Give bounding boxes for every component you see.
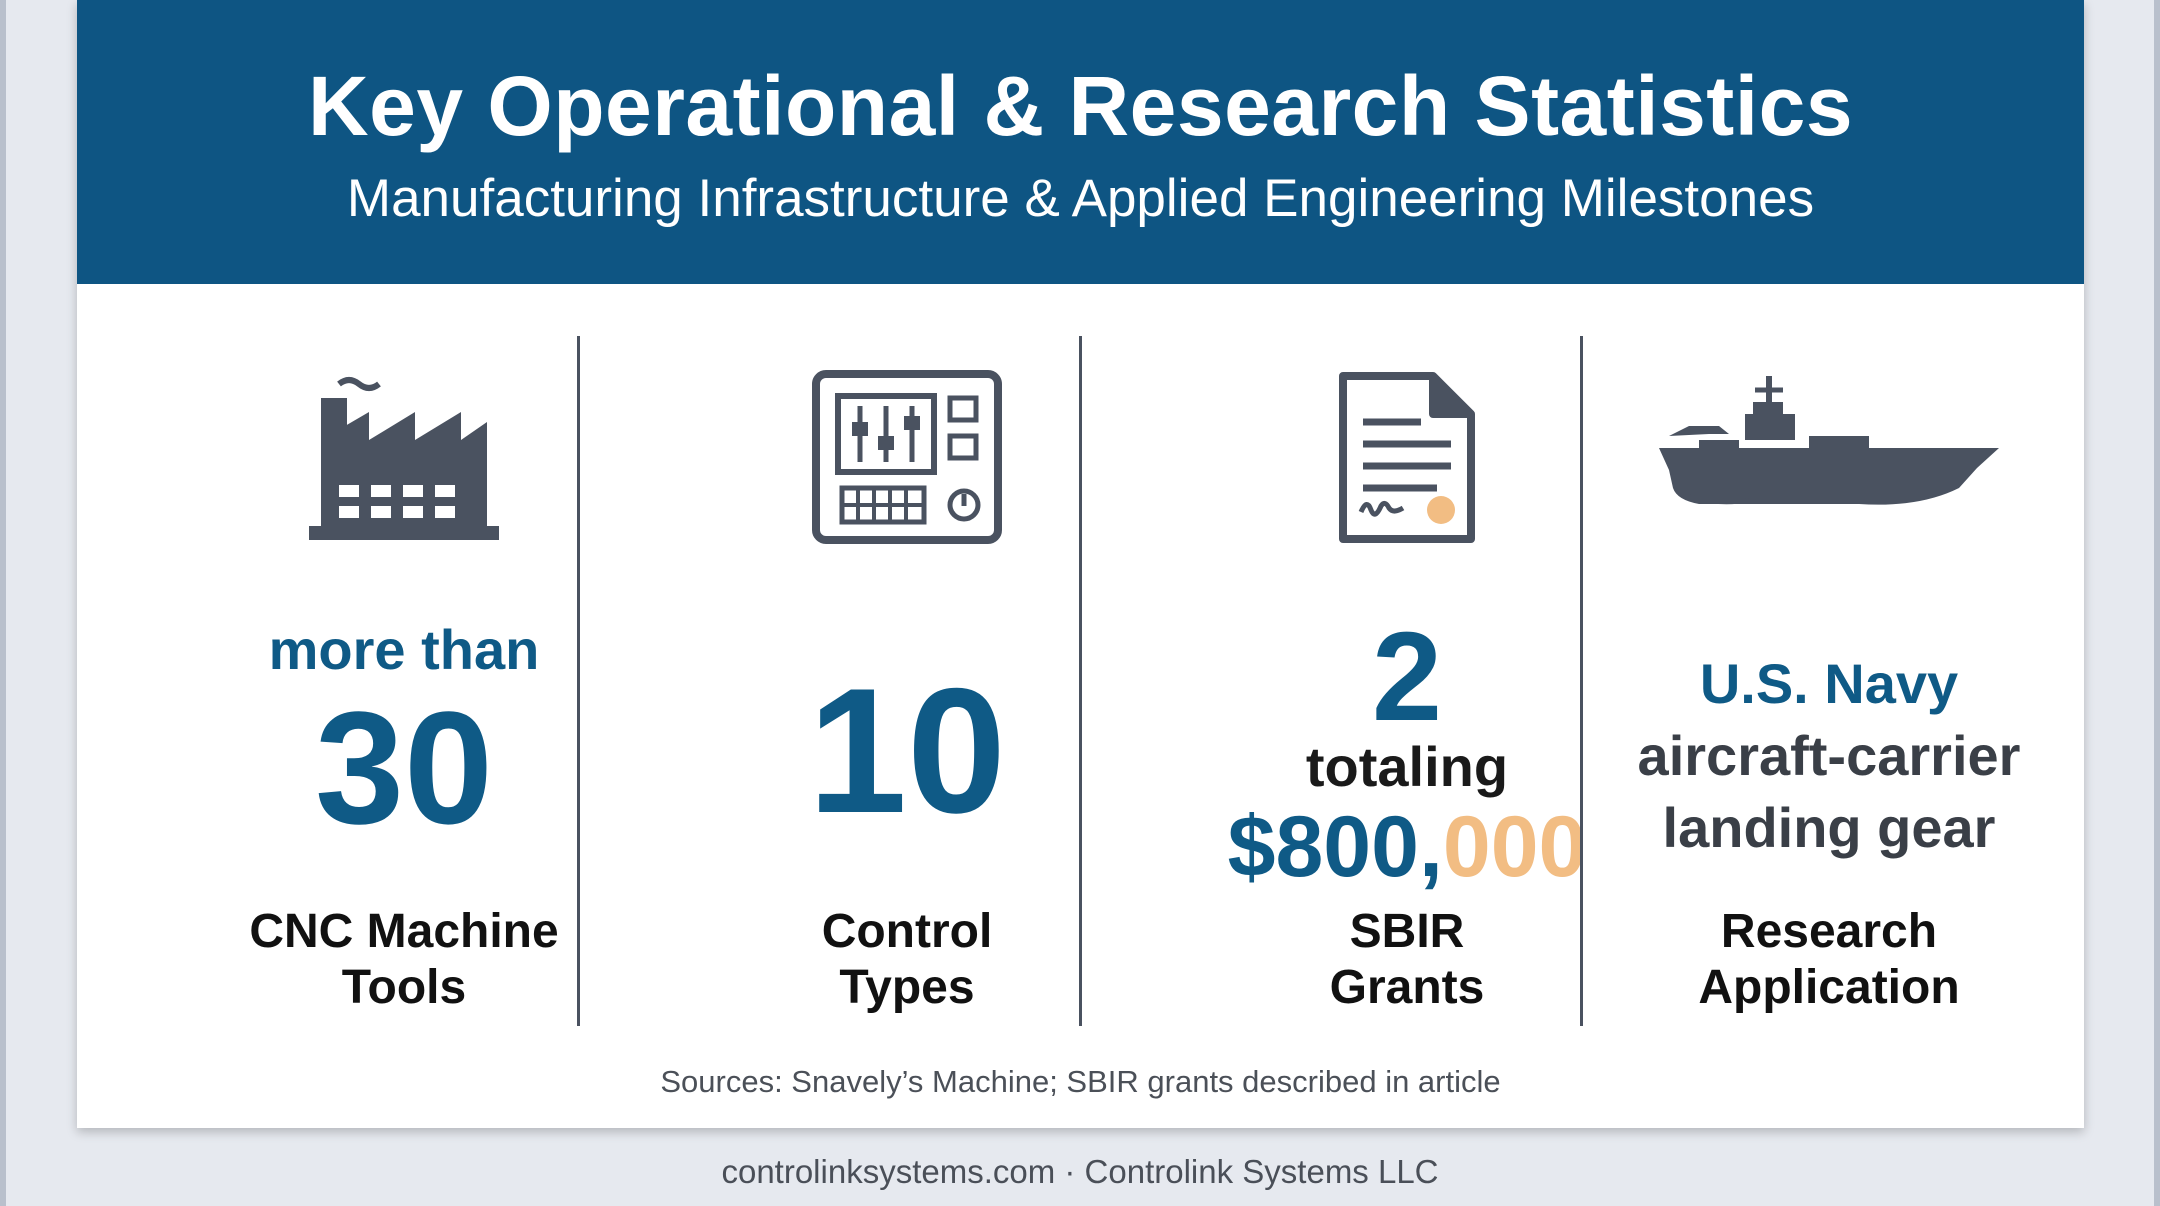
stat-label-line1: SBIR: [1349, 905, 1465, 958]
stat-sbir-grants: 2 totaling $800,000 SBIR Grants: [1157, 284, 1657, 1064]
stat-label-line2: Grants: [1329, 961, 1485, 1014]
factory-icon: [154, 370, 654, 570]
stat-control-types: 10 Control Types: [657, 284, 1157, 1064]
stat-label: CNC Machine Tools: [154, 904, 654, 1016]
stat-label-line1: Research: [1720, 905, 1938, 958]
document-signature-icon: [1157, 370, 1657, 570]
stat-label-line1: CNC Machine: [249, 905, 559, 958]
header-banner: Key Operational & Research Statistics Ma…: [77, 0, 2084, 284]
stat-cnc-machines: more than 30 CNC Machine Tools: [154, 284, 654, 1064]
right-rail: [2154, 0, 2160, 1206]
footer-credit: controlinksystems.com · Controlink Syste…: [721, 1153, 1439, 1190]
sources-note: Sources: Snavely’s Machine; SBIR grants …: [660, 1064, 1501, 1099]
stat-label: Control Types: [657, 904, 1157, 1016]
stat-research-application: U.S. Navy aircraft-carrier landing gear …: [1579, 284, 2079, 1064]
page-title: Key Operational & Research Statistics: [307, 59, 1854, 153]
amount-main: $800,: [1227, 799, 1443, 895]
application-line1: U.S. Navy: [1699, 652, 1959, 715]
stat-value: 2: [1371, 606, 1443, 747]
stat-value: 30: [315, 678, 493, 857]
stat-label-line2: Tools: [341, 961, 467, 1014]
stat-value: 10: [808, 651, 1006, 850]
stat-label-line2: Types: [839, 961, 975, 1014]
left-rail: [0, 0, 6, 1206]
stat-label: SBIR Grants: [1157, 904, 1657, 1016]
application-line3: landing gear: [1662, 796, 1996, 859]
page-subtitle: Manufacturing Infrastructure & Applied E…: [346, 169, 1815, 228]
column-divider: [1580, 336, 1583, 1026]
stat-label-line1: Control: [821, 905, 993, 958]
stat-amount: $800,000: [1157, 804, 1657, 890]
control-panel-icon: [657, 370, 1157, 570]
amount-tail: 000: [1442, 799, 1587, 895]
column-divider: [1079, 336, 1082, 1026]
stat-label-line2: Application: [1698, 961, 1960, 1014]
stat-label: Research Application: [1579, 904, 2079, 1016]
stat-prefix: more than: [268, 618, 540, 681]
application-line2: aircraft-carrier: [1637, 724, 2021, 787]
aircraft-carrier-icon: [1579, 370, 2079, 570]
column-divider: [577, 336, 580, 1026]
stat-connector: totaling: [1305, 735, 1509, 798]
stats-card: Key Operational & Research Statistics Ma…: [77, 0, 2084, 1128]
